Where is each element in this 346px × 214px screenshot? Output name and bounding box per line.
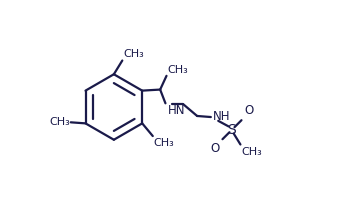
Text: CH₃: CH₃ — [154, 138, 175, 148]
Text: NH: NH — [212, 110, 230, 123]
Text: CH₃: CH₃ — [49, 117, 70, 127]
Text: CH₃: CH₃ — [242, 147, 262, 157]
Text: O: O — [210, 142, 219, 155]
Text: CH₃: CH₃ — [124, 49, 144, 59]
Text: S: S — [228, 123, 236, 137]
Text: CH₃: CH₃ — [167, 65, 188, 74]
Text: HN: HN — [167, 104, 185, 117]
Text: O: O — [245, 104, 254, 117]
